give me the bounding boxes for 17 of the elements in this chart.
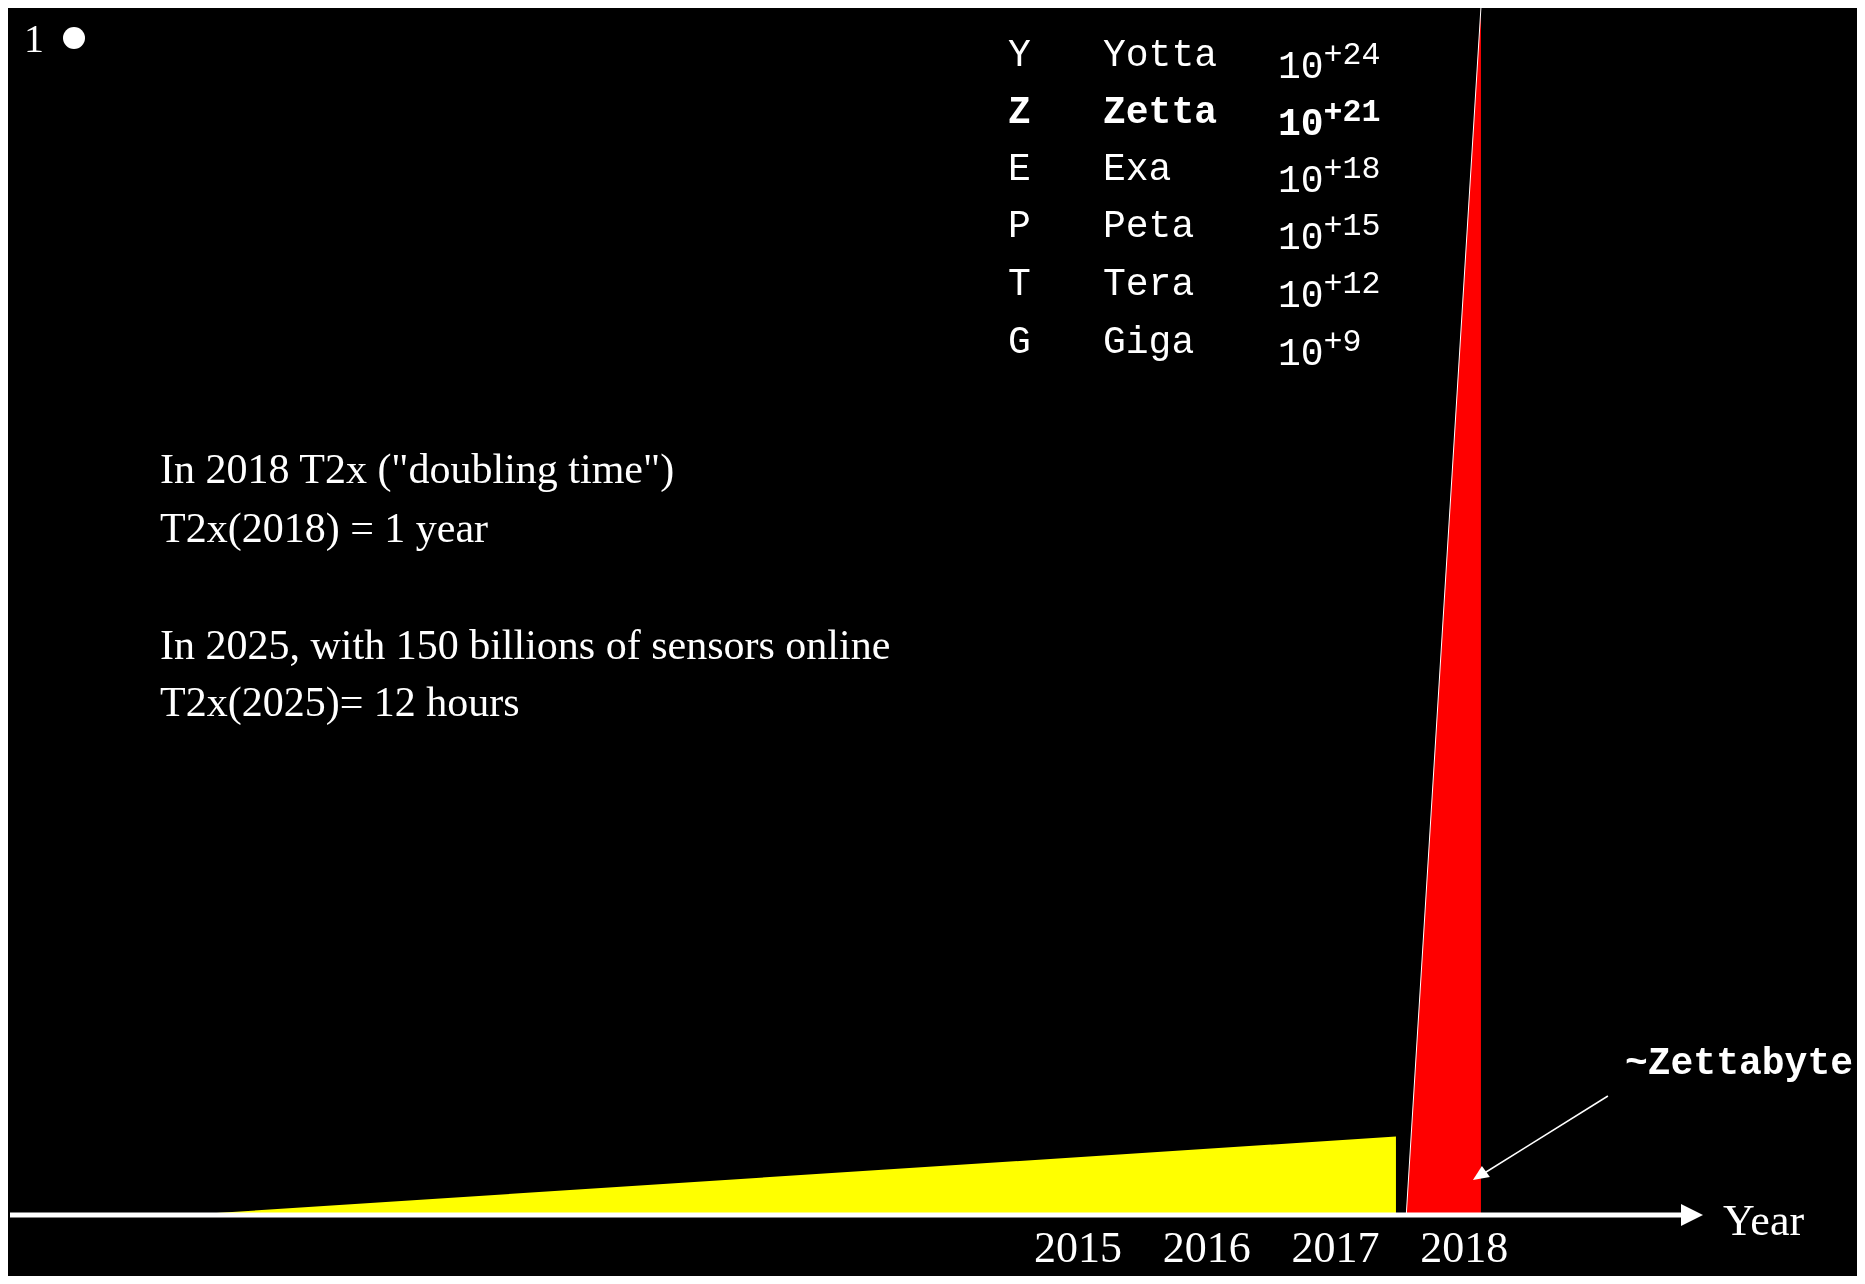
text: Z Zetta 10$^{+21}$ (1008, 91, 1381, 146)
annotation: T2x(2018) = 1 year (160, 504, 489, 552)
x-tick-label: 2018 (1420, 1223, 1509, 1273)
x-tick-label: 2015 (1034, 1223, 1123, 1273)
text: P Peta 10$^{+15}$ (1008, 205, 1381, 260)
text: Y Yotta 10$^{+24}$ (1008, 34, 1381, 89)
x-tick-label: 2017 (1291, 1223, 1380, 1273)
text: 1 (24, 14, 44, 62)
annotation: ~Zettabyte (1624, 1042, 1853, 1085)
annotation: In 2025, with 150 billions of sensors online (160, 621, 891, 669)
annotation: In 2018 T2x ("doubling time") (160, 445, 675, 493)
x-axis-title: Year (1723, 1196, 1805, 1245)
text: G Giga 10$^{+9}$ (1008, 321, 1362, 376)
text: E Exa 10$^{+18}$ (1008, 148, 1381, 203)
text: T Tera 10$^{+12}$ (1008, 263, 1381, 318)
annotation: T2x(2025)= 12 hours (160, 678, 520, 726)
x-tick-label: 2016 (1162, 1223, 1251, 1273)
